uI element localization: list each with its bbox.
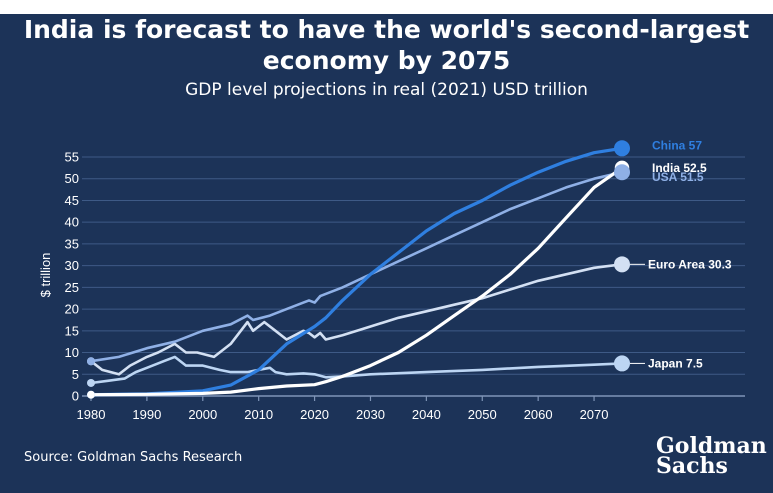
x-axis-ticks: 1980 1990 2000 2010 2020 2030 2040 2050 2060 2070: [77, 396, 609, 422]
series-end-marker-euro-area: [614, 256, 630, 273]
x-tick-2010: 2010: [244, 407, 273, 422]
y-tick-55: 55: [65, 150, 79, 165]
y-tick-20: 20: [65, 302, 79, 317]
series-end-label-usa: USA 51.5: [652, 170, 704, 184]
x-tick-2070: 2070: [580, 407, 609, 422]
series-end-marker-japan: [614, 355, 630, 372]
series-line-usa: [89, 170, 624, 363]
x-tick-2050: 2050: [468, 407, 497, 422]
series-lines: [89, 146, 624, 397]
x-tick-2040: 2040: [412, 407, 441, 422]
series-start-point-usa: [87, 357, 95, 366]
chart-title-line-1: India is forecast to have the world's se…: [23, 15, 750, 44]
series-end-markers: [87, 140, 631, 399]
logo-line-2: Sachs: [656, 453, 728, 479]
series-start-point-japan: [87, 378, 95, 387]
y-axis-label: $ trillion: [38, 253, 53, 298]
series-start-point-india: [87, 390, 95, 399]
x-tick-2060: 2060: [524, 407, 553, 422]
x-tick-1980: 1980: [77, 407, 106, 422]
goldman-sachs-logo: Goldman Sachs: [656, 433, 767, 479]
y-tick-40: 40: [65, 215, 79, 230]
series-end-label-euro-area: Euro Area 30.3: [648, 257, 732, 271]
logo-line-1: Goldman: [656, 433, 767, 459]
x-tick-1990: 1990: [132, 407, 161, 422]
series-end-label-japan: Japan 7.5: [648, 356, 703, 370]
series-line-japan: [89, 355, 624, 385]
chart-subtitle: GDP level projections in real (2021) USD…: [185, 80, 588, 100]
y-tick-5: 5: [72, 367, 79, 382]
chart-title: India is forecast to have the world's se…: [0, 14, 773, 76]
x-tick-2020: 2020: [300, 407, 329, 422]
y-tick-50: 50: [65, 171, 79, 186]
series-end-label-india: India 52.5: [652, 161, 707, 175]
series-end-label-china: China 57: [652, 138, 702, 152]
gridlines: [82, 156, 745, 397]
series-end-marker-usa: [614, 164, 630, 181]
y-axis-ticks: 0 5 10 15 20 25 30 35 40 45 50 55: [65, 150, 79, 404]
y-tick-30: 30: [65, 258, 79, 273]
series-line-china: [89, 146, 624, 397]
x-tick-2030: 2030: [356, 407, 385, 422]
series-end-marker-china: [614, 140, 630, 157]
chart-card: [0, 14, 773, 493]
x-tick-2000: 2000: [188, 407, 217, 422]
chart-title-line-2: economy by 2075: [262, 46, 511, 75]
series-line-india: [89, 166, 624, 397]
y-tick-10: 10: [65, 345, 79, 360]
source-note: Source: Goldman Sachs Research: [24, 450, 243, 465]
y-tick-35: 35: [65, 236, 79, 251]
y-tick-45: 45: [65, 193, 79, 208]
y-tick-0: 0: [72, 389, 79, 404]
y-tick-15: 15: [65, 323, 79, 338]
y-tick-25: 25: [65, 280, 79, 295]
